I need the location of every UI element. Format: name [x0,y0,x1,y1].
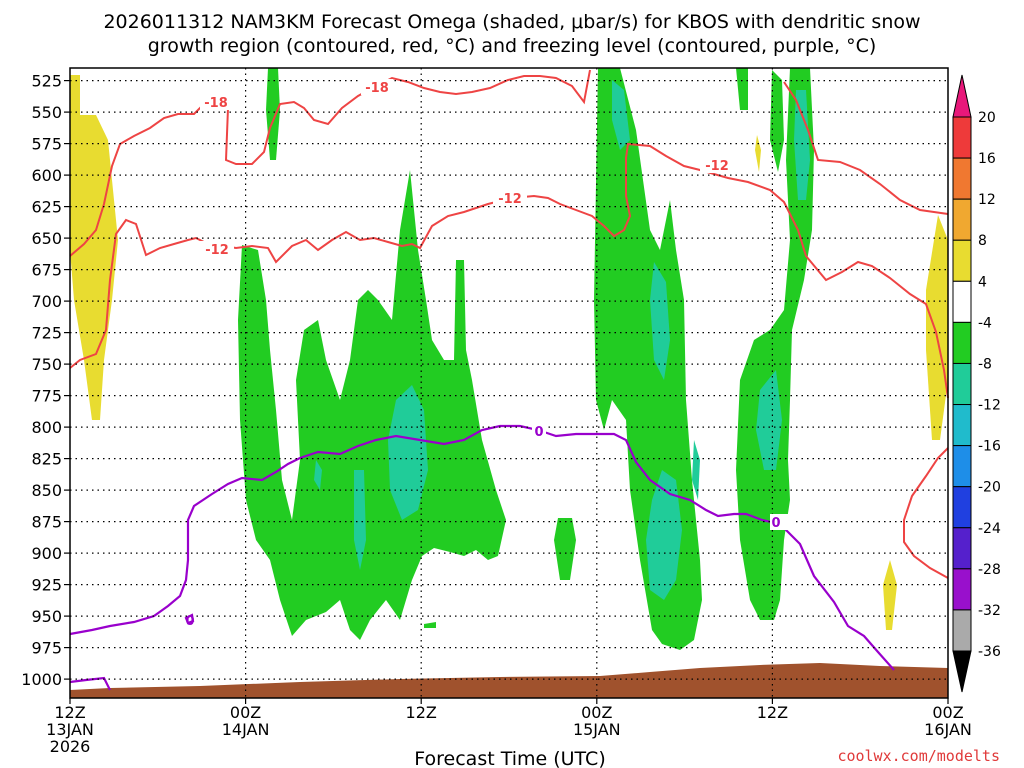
contour-label-group: -18 -18 -12 -12 -12 0 0 0 [185,79,792,629]
plot-background [70,68,948,698]
contour-label-red: -12 [705,159,729,174]
colorbar-swatch [952,527,972,570]
colorbar-swatch [952,239,972,282]
x-tick-label: 2026 [50,737,91,756]
colorbar-swatch [952,609,972,652]
y-tick-label: 700 [31,292,62,311]
x-tick-label: 00Z [932,703,963,722]
y-tick-label: 775 [31,387,62,406]
colorbar: 20 16 12 8 4 -4 -8 -12 -16 -20 -24 -28 -32 -36 [952,74,1001,693]
contour-label-purple: 0 [771,516,780,531]
terrain [70,663,948,698]
colorbar-label: 20 [978,110,996,126]
plot-area: -18 -18 -12 -12 -12 0 0 0 [69,67,949,699]
y-tick-label: 525 [31,72,62,91]
colorbar-label: 12 [978,192,996,208]
chart-title-line-1: 2026011312 NAM3KM Forecast Omega (shaded… [103,11,920,33]
y-tick-label: 650 [31,229,62,248]
contour-label-purple: 0 [185,614,194,629]
y-tick-label: 800 [31,418,62,437]
credit-text: coolwx.com/modelts [837,747,1000,765]
x-tick-label: 12Z [757,703,788,722]
contour-label-red: -12 [205,243,229,258]
colorbar-swatch [952,280,972,323]
positive-omega-shading [70,75,948,630]
y-tick-label: 725 [31,324,62,343]
colorbar-swatch [952,404,972,447]
colorbar-label: 8 [978,233,987,249]
y-tick-label: 550 [31,103,62,122]
y-tick-label: 950 [31,607,62,626]
x-tick-label: 00Z [581,703,612,722]
colorbar-swatch [952,157,972,200]
colorbar-swatch [952,650,972,693]
colorbar-label: 16 [978,151,996,167]
y-tick-label: 925 [31,576,62,595]
colorbar-swatch [952,362,972,406]
colorbar-swatch [952,321,972,364]
x-tick-label: 16JAN [924,720,972,739]
freezing-level-contours [69,424,895,691]
contour-label-red: -12 [498,192,522,207]
x-tick-label: 00Z [230,703,261,722]
x-tick-label: 14JAN [222,720,270,739]
horizontal-gridlines [70,79,948,680]
colorbar-label: -32 [978,603,1001,619]
colorbar-label: 4 [978,274,987,290]
dendritic-contours [69,69,949,579]
colorbar-swatch [952,486,972,529]
x-tick-label: 13JAN [46,720,94,739]
x-tick-label: 12Z [406,703,437,722]
strong-omega-shading [314,80,810,600]
plot-border [69,67,949,699]
chart-title-line-2: growth region (contoured, red, °C) and f… [148,35,877,57]
y-tick-label: 575 [31,135,62,154]
y-tick-label: 975 [31,639,62,658]
y-tick-label: 600 [31,166,62,185]
contour-label-red: -18 [365,81,389,96]
colorbar-swatch [952,568,972,611]
colorbar-label: -4 [978,315,992,331]
y-axis-ticks: 525 550 575 600 625 650 675 700 725 750 775 800 825 8… [21,72,70,689]
colorbar-swatch [952,445,972,488]
contour-label-purple: 0 [534,425,543,440]
y-tick-label: 625 [31,198,62,217]
colorbar-label: -36 [978,644,1001,660]
y-tick-label: 1000 [21,670,62,689]
y-tick-label: 825 [31,450,62,469]
y-tick-label: 675 [31,261,62,280]
vertical-gridlines [245,68,774,698]
contour-label-red: -18 [204,96,228,111]
y-tick-label: 875 [31,513,62,532]
colorbar-label: -16 [978,439,1001,455]
colorbar-swatch [952,74,972,118]
y-tick-label: 850 [31,481,62,500]
colorbar-label: -28 [978,562,1001,578]
y-tick-label: 900 [31,544,62,563]
colorbar-label: -8 [978,356,992,372]
x-axis-label: Forecast Time (UTC) [414,748,605,768]
colorbar-label: -12 [978,398,1001,414]
x-tick-label: 15JAN [573,720,621,739]
colorbar-label: -20 [978,480,1001,496]
y-tick-label: 750 [31,355,62,374]
colorbar-swatch [952,198,972,241]
x-tick-label: 12Z [54,703,85,722]
colorbar-label: -24 [978,521,1001,537]
colorbar-swatch [952,116,972,159]
